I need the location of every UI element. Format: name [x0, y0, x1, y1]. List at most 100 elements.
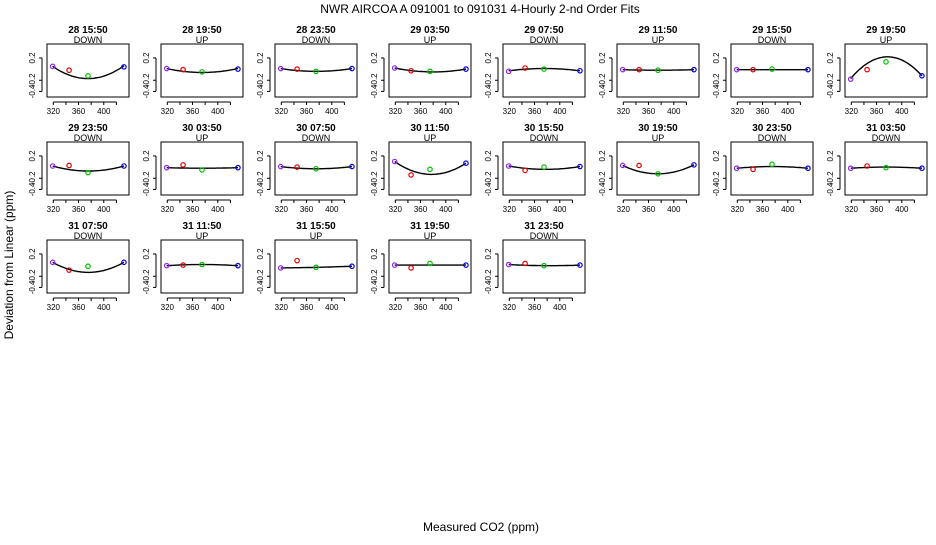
x-tick-label: 400 — [439, 205, 453, 214]
panel-title: 31 07:50 — [68, 221, 108, 232]
y-tick-label: 0.2 — [28, 52, 37, 64]
x-tick-label: 400 — [211, 303, 225, 312]
standard-point — [199, 69, 205, 75]
y-tick-label: -0.2 — [370, 73, 379, 87]
x-tick-label: 360 — [414, 303, 428, 312]
x-tick-label: 360 — [186, 205, 200, 214]
x-tick-label: 320 — [161, 303, 175, 312]
y-tick-label: -0.4 — [598, 84, 607, 98]
standard-point — [313, 68, 319, 75]
panel-direction-label: DOWN — [530, 133, 559, 143]
standard-point — [408, 265, 414, 271]
standard-point — [577, 163, 583, 170]
x-tick-label: 360 — [756, 205, 770, 214]
standard-point — [427, 68, 433, 75]
standard-point — [235, 164, 241, 171]
panel-direction-label: DOWN — [758, 133, 787, 143]
standard-point — [49, 63, 56, 70]
x-tick-label: 360 — [414, 205, 428, 214]
panel-title: 30 19:50 — [638, 123, 678, 134]
panel-title: 29 19:50 — [866, 25, 906, 36]
standard-point — [463, 262, 469, 268]
panel-frame — [274, 141, 358, 196]
panel-direction-label: DOWN — [530, 35, 559, 45]
standard-point — [85, 169, 91, 176]
panel-direction-label: UP — [196, 35, 209, 45]
x-tick-label: 320 — [389, 303, 403, 312]
standard-point — [49, 163, 56, 169]
y-tick-label: 0.2 — [484, 248, 493, 260]
panel-frame — [46, 141, 130, 196]
y-tick-label: 0.2 — [256, 248, 265, 260]
standard-point — [199, 261, 205, 268]
panel-title: 31 19:50 — [410, 221, 450, 232]
x-tick-label: 360 — [528, 107, 542, 116]
fit-curve — [280, 265, 353, 269]
standard-point — [294, 66, 300, 72]
panel-title: 30 07:50 — [296, 123, 336, 134]
x-tick-label: 320 — [845, 107, 859, 116]
standard-point — [277, 163, 284, 170]
standard-point — [121, 64, 127, 70]
standard-point — [199, 167, 205, 173]
y-tick-label: -0.4 — [256, 182, 265, 196]
y-tick-label: -0.2 — [142, 269, 151, 283]
y-tick-label: -0.4 — [484, 182, 493, 196]
panel-frame — [388, 141, 472, 196]
standard-point — [463, 160, 469, 167]
panel-frame — [844, 43, 928, 98]
standard-point — [691, 162, 697, 168]
standard-point — [163, 262, 170, 269]
panel-direction-label: DOWN — [758, 35, 787, 45]
standard-point — [277, 265, 284, 271]
x-tick-label: 320 — [161, 205, 175, 214]
fit-curve — [394, 160, 467, 176]
x-tick-label: 360 — [642, 107, 656, 116]
panel-direction-label: UP — [652, 35, 665, 45]
y-tick-label: 0.2 — [142, 52, 151, 64]
standard-point — [864, 163, 870, 169]
panel-direction-label: UP — [424, 133, 437, 143]
fit-curve — [280, 165, 353, 170]
fit-curve — [508, 67, 581, 72]
panel-title: 31 23:50 — [524, 221, 564, 232]
x-tick-label: 320 — [47, 107, 61, 116]
x-tick-label: 320 — [503, 205, 517, 214]
standard-point — [733, 66, 740, 73]
x-tick-label: 400 — [667, 107, 681, 116]
fit-curve — [166, 67, 239, 74]
y-tick-label: 0.2 — [484, 150, 493, 162]
fit-curve — [622, 164, 695, 175]
standard-point — [277, 65, 284, 72]
standard-point — [522, 260, 528, 267]
standard-point — [408, 172, 414, 178]
x-tick-label: 400 — [781, 205, 795, 214]
y-tick-label: -0.4 — [370, 84, 379, 98]
standard-point — [750, 166, 756, 173]
standard-point — [85, 73, 91, 79]
y-tick-label: -0.2 — [28, 73, 37, 87]
y-tick-label: -0.2 — [598, 171, 607, 185]
standard-point — [85, 263, 91, 270]
y-tick-label: -0.2 — [712, 171, 721, 185]
x-tick-label: 320 — [617, 107, 631, 116]
panel-title: 31 03:50 — [866, 123, 906, 134]
fit-curve — [52, 65, 125, 80]
standard-point — [769, 66, 775, 72]
y-tick-label: -0.2 — [256, 171, 265, 185]
x-tick-label: 320 — [275, 107, 289, 116]
standard-point — [577, 262, 583, 268]
x-tick-label: 400 — [895, 107, 909, 116]
y-tick-label: 0.2 — [484, 52, 493, 64]
standard-point — [733, 165, 740, 172]
standard-point — [805, 165, 811, 172]
standard-point — [655, 171, 661, 177]
